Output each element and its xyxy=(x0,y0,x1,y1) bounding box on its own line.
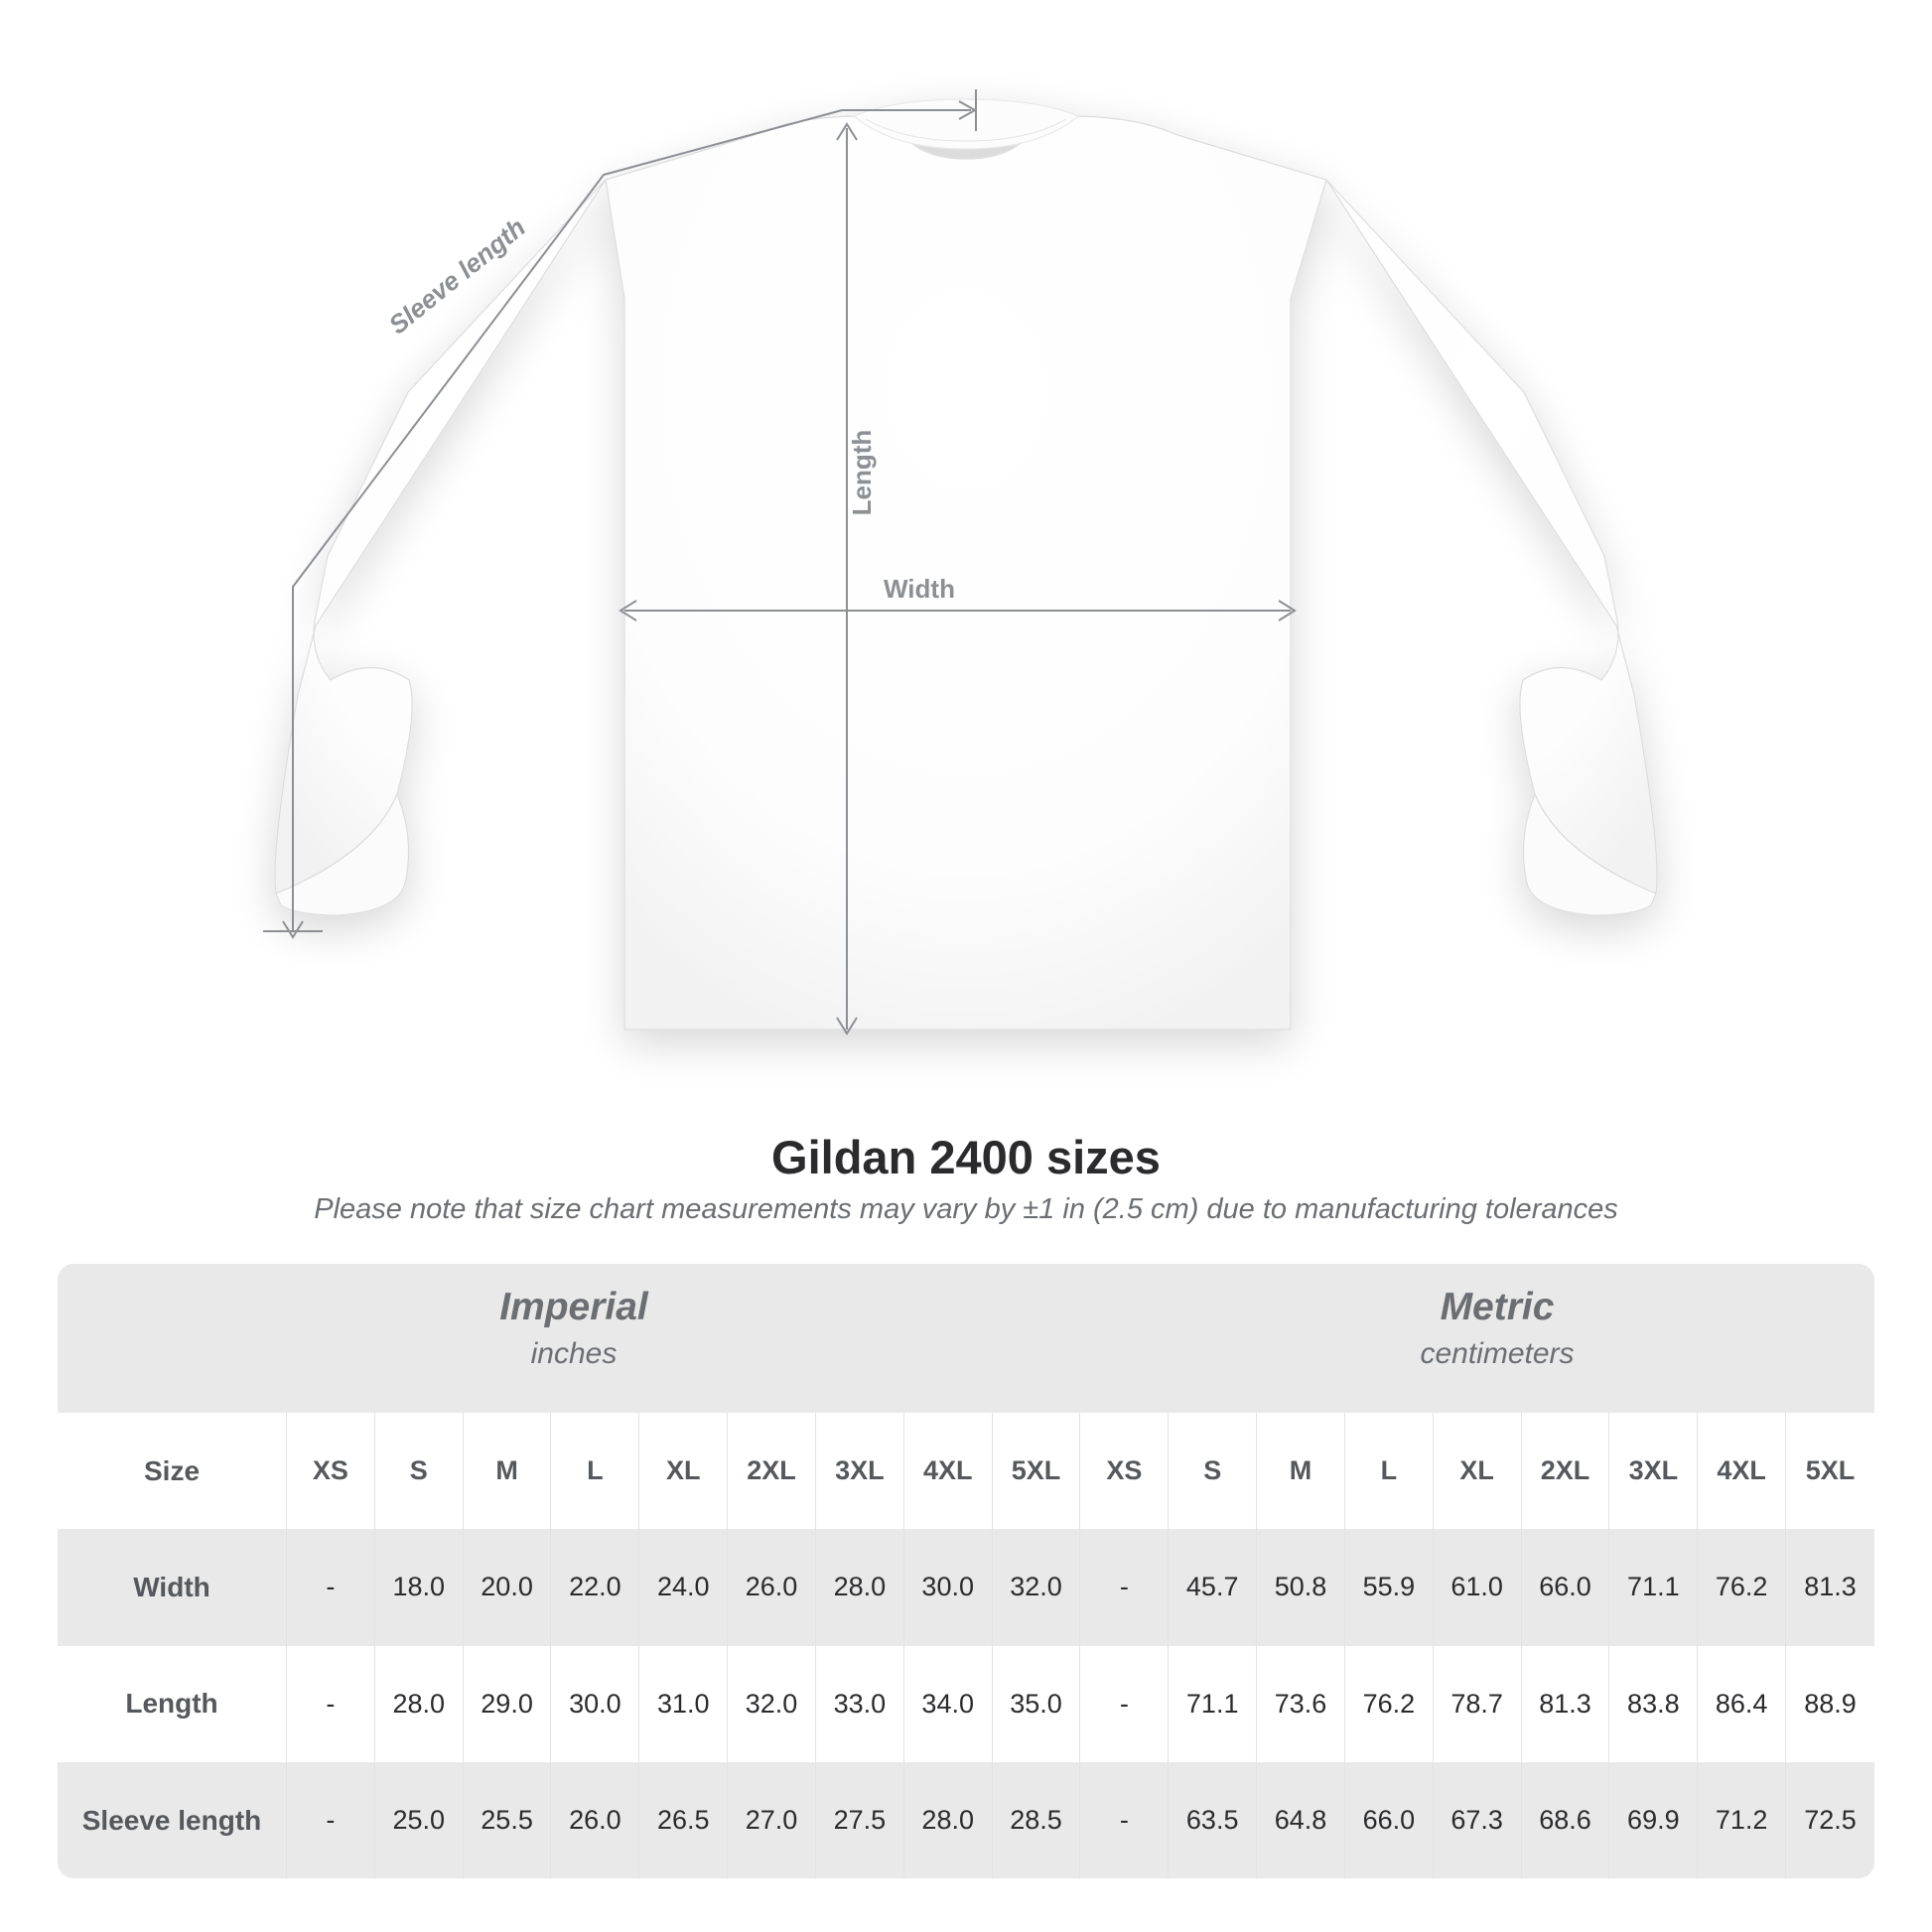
svg-text:Width: Width xyxy=(884,574,955,604)
svg-text:Length: Length xyxy=(847,430,877,516)
